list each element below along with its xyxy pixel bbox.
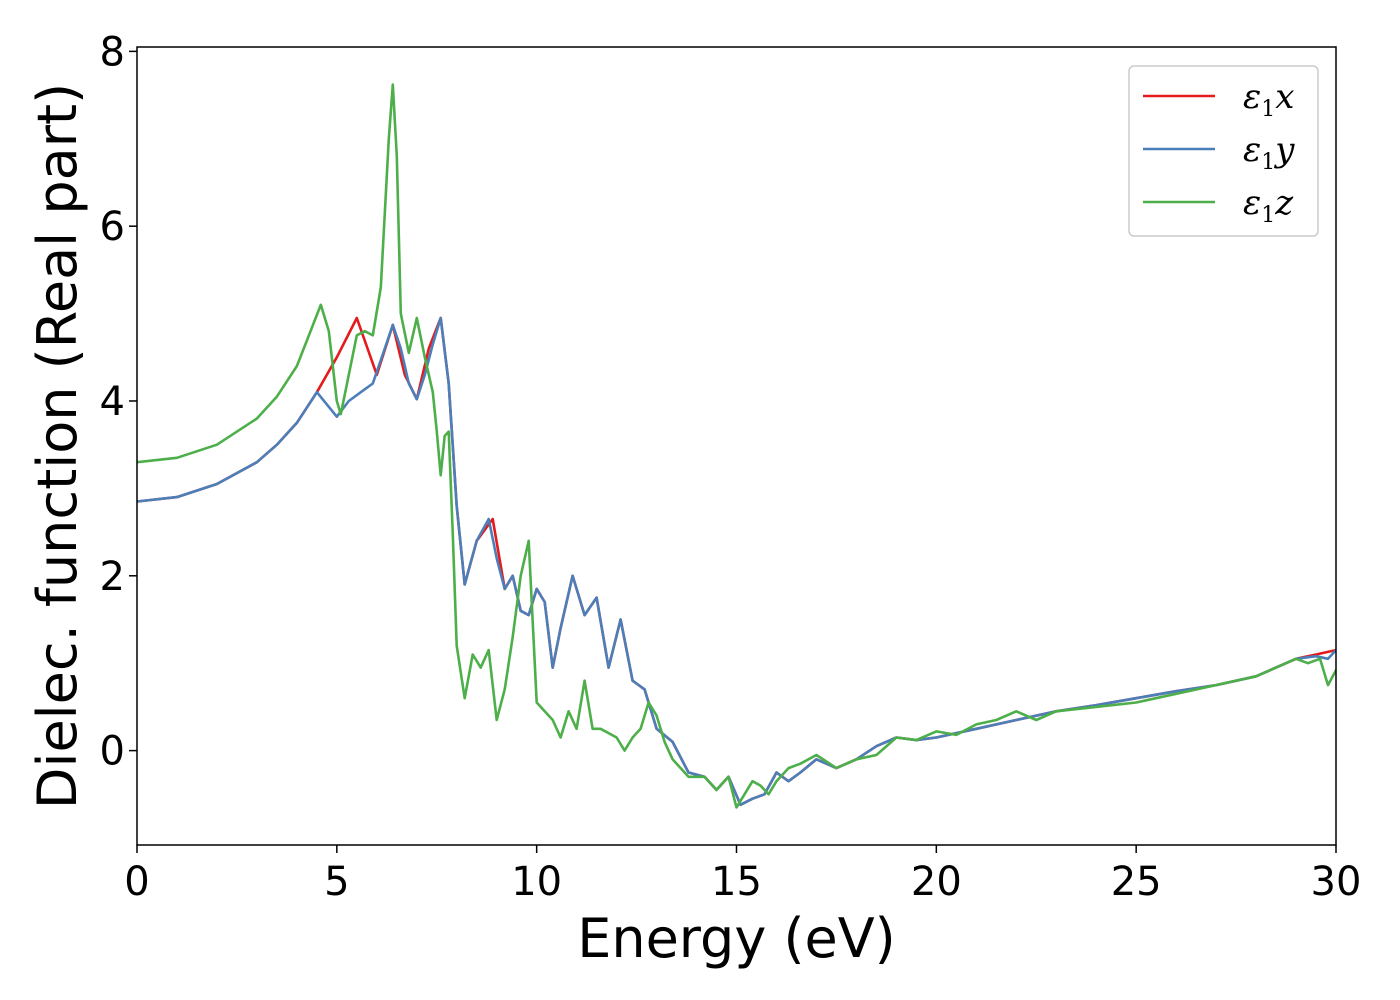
x-tick-label: 25 <box>1111 859 1162 905</box>
x-tick-label: 15 <box>711 859 762 905</box>
y-axis-ticks: 0 2 4 6 8 <box>100 29 137 775</box>
y-tick-label: 4 <box>100 379 125 425</box>
legend-label: ε1x <box>1243 77 1294 122</box>
y-tick-label: 2 <box>100 554 125 600</box>
y-tick-label: 6 <box>100 204 125 250</box>
series-layer <box>137 83 1336 809</box>
legend: ε1x ε1y ε1z <box>1128 65 1319 237</box>
legend-box <box>1128 65 1319 237</box>
x-tick-label: 20 <box>911 859 962 905</box>
x-axis-ticks: 0 5 10 15 20 25 30 <box>124 845 1361 905</box>
y-axis-label: Dielec. function (Real part) <box>26 83 89 809</box>
legend-item-z: ε1z <box>1143 183 1294 228</box>
y-tick-label: 8 <box>100 29 125 75</box>
x-tick-label: 10 <box>511 859 562 905</box>
legend-label: ε1z <box>1243 183 1294 228</box>
x-tick-label: 0 <box>124 859 149 905</box>
legend-item-y: ε1y <box>1143 130 1295 175</box>
x-tick-label: 30 <box>1311 859 1362 905</box>
y-tick-label: 0 <box>100 729 125 775</box>
legend-label: ε1y <box>1243 130 1295 175</box>
series-line-z <box>137 83 1336 809</box>
x-axis-label: Energy (eV) <box>577 907 896 970</box>
x-tick-label: 5 <box>324 859 349 905</box>
legend-item-x: ε1x <box>1143 77 1294 122</box>
series-line-y <box>137 316 1336 807</box>
